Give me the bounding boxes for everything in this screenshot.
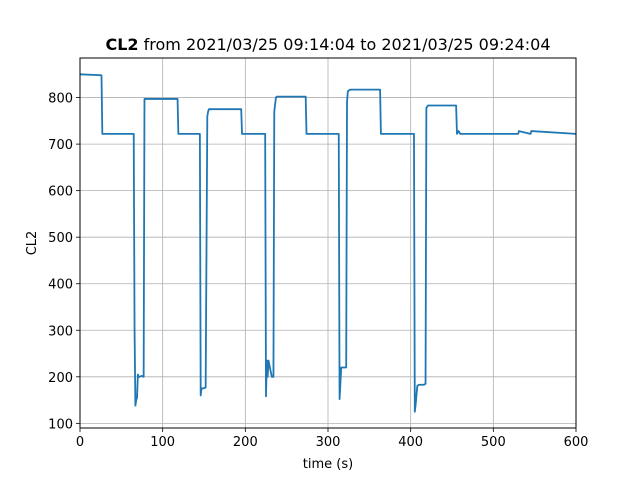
y-tick-label: 700 xyxy=(48,138,73,153)
y-axis-label: CL2 xyxy=(25,231,40,256)
x-tick-label: 600 xyxy=(564,435,589,450)
grid-lines xyxy=(79,58,577,428)
chart-title-bold: CL2 xyxy=(105,35,138,54)
y-tick-label: 200 xyxy=(48,371,73,386)
y-tick-label: 400 xyxy=(48,278,73,293)
chart-title: CL2 from 2021/03/25 09:14:04 to 2021/03/… xyxy=(105,35,550,54)
series-line-0 xyxy=(79,73,577,413)
chart-title-rest: from 2021/03/25 09:14:04 to 2021/03/25 0… xyxy=(139,35,551,54)
y-tick-label: 800 xyxy=(48,92,73,107)
series-lines xyxy=(79,73,577,413)
x-tick-label: 400 xyxy=(398,435,423,450)
x-tick-label: 0 xyxy=(76,435,84,450)
x-axis-label: time (s) xyxy=(303,457,353,472)
y-tick-label: 100 xyxy=(48,417,73,432)
x-tick-label: 200 xyxy=(233,435,258,450)
y-tick-label: 300 xyxy=(48,324,73,339)
axis-ticks: 0 100 200 300 400 500 600100200300400500600700… xyxy=(48,92,588,450)
y-tick-label: 600 xyxy=(48,185,73,200)
x-tick-label: 100 xyxy=(150,435,175,450)
x-tick-label: 300 xyxy=(316,435,341,450)
y-tick-label: 500 xyxy=(48,231,73,246)
x-tick-label: 500 xyxy=(481,435,506,450)
